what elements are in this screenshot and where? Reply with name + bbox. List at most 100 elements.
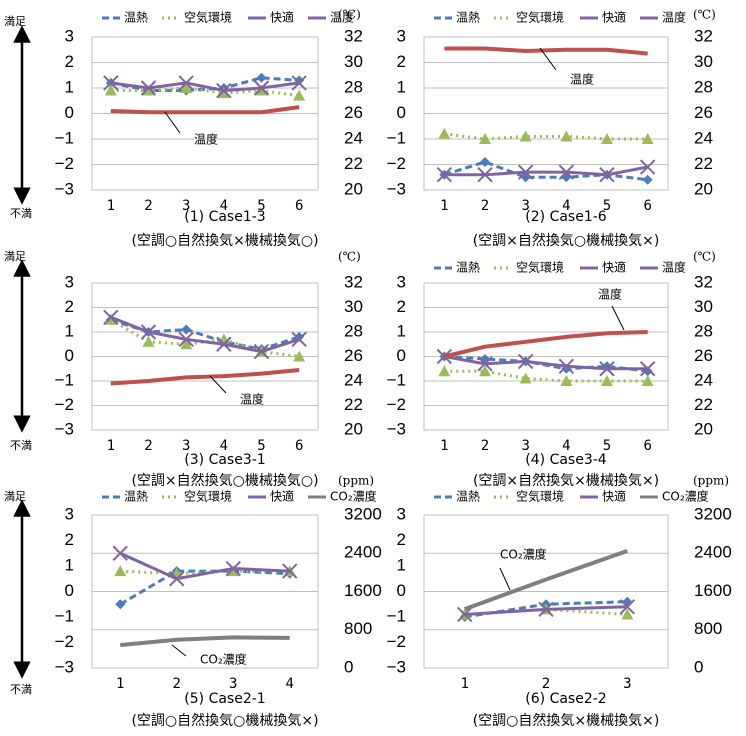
y2-tick-label: 32 [344, 272, 363, 291]
marker [558, 164, 575, 180]
x-tick-label: 1 [440, 198, 448, 214]
legend-label: 温度 [662, 10, 686, 25]
y-tick-label: −2 [55, 154, 74, 173]
y-tick-label: 2 [65, 52, 74, 71]
legend-label: 温熱 [456, 261, 480, 275]
y-tick-label: 0 [397, 103, 406, 122]
x-tick-label: 6 [295, 198, 303, 214]
plot-frame [423, 282, 669, 431]
x-tick-label: 3 [182, 198, 190, 214]
legend-label: 温度 [330, 10, 354, 25]
marker [142, 84, 155, 96]
x-tick-label: 1 [107, 198, 115, 214]
y2-tick-label: 20 [694, 419, 713, 438]
y2-tick-label: 3200 [344, 504, 382, 523]
annotation-leader [164, 111, 181, 134]
series-line [110, 315, 300, 354]
y-tick-label: −2 [387, 395, 406, 414]
side-label: 不満 [10, 207, 32, 220]
y2-tick-label: 2400 [344, 543, 382, 562]
legend-label: CO₂濃度 [330, 489, 377, 504]
legend-label: CO₂濃度 [662, 489, 709, 504]
y-tick-label: 2 [397, 297, 406, 316]
marker [436, 348, 453, 365]
series-line [444, 369, 648, 383]
y2-unit: (℃) [338, 8, 361, 22]
y2-unit: (℃) [693, 250, 716, 264]
marker [253, 80, 270, 96]
y2-tick-label: 28 [344, 321, 363, 340]
annotation-leader [539, 47, 557, 71]
legend-label: 空気環境 [516, 260, 564, 275]
y2-unit: (ppm) [693, 474, 729, 488]
y-tick-label: −3 [387, 419, 406, 438]
series-line [110, 76, 300, 93]
marker [639, 159, 656, 175]
y2-tick-label: 26 [344, 103, 363, 122]
y-tick-label: −1 [387, 606, 406, 625]
series-line [110, 81, 300, 93]
series-line [120, 635, 290, 648]
marker [181, 324, 192, 335]
y2-tick-label: 20 [344, 419, 363, 438]
marker [601, 375, 613, 386]
legend-label: 空気環境 [184, 489, 232, 504]
y2-tick-label: 20 [344, 179, 363, 198]
y2-tick-label: 26 [694, 346, 713, 365]
series-line [119, 551, 290, 581]
y-tick-label: 0 [65, 346, 74, 365]
y2-tick-label: 0 [344, 657, 353, 676]
series-line [110, 318, 300, 351]
marker [641, 375, 654, 386]
marker [291, 75, 307, 91]
series-line [110, 86, 300, 98]
y2-unit: (℃) [693, 8, 716, 22]
marker [291, 331, 307, 348]
y2-tick-label: 22 [344, 154, 363, 173]
marker [436, 166, 453, 183]
x-tick-label: 4 [562, 198, 570, 214]
marker [641, 133, 654, 144]
y2-tick-label: 26 [344, 346, 363, 365]
legend-label: 快適 [270, 489, 294, 504]
annotation: 温度 [194, 132, 218, 147]
y2-tick-label: 26 [694, 103, 713, 122]
x-tick-label: 2 [173, 676, 181, 692]
caption: (4) Case3-4 [525, 452, 607, 468]
caption: (5) Case2-1 [184, 691, 265, 707]
series-line [110, 367, 300, 386]
marker [619, 599, 636, 615]
y-tick-label: 3 [65, 504, 74, 523]
y-tick-label: −2 [387, 154, 406, 173]
legend-label: 温熱 [456, 490, 480, 504]
marker [621, 608, 634, 620]
legend-label: 温度 [662, 260, 686, 275]
y2-tick-label: 28 [694, 77, 713, 96]
marker [519, 130, 532, 142]
y-tick-label: 1 [65, 555, 74, 574]
y2-tick-label: 3200 [694, 504, 732, 523]
y2-tick-label: 24 [694, 128, 713, 147]
series-line [119, 569, 290, 606]
legend-label: 空気環境 [184, 10, 232, 25]
marker [217, 87, 230, 99]
marker [140, 324, 157, 340]
marker [438, 365, 451, 377]
subcaption: (空調○自然換気○機械換気×) [131, 712, 318, 729]
marker [180, 338, 193, 350]
plot-frame [423, 514, 669, 669]
y2-tick-label: 800 [694, 619, 722, 638]
x-tick-label: 1 [107, 438, 115, 454]
side-label: 満足 [4, 15, 26, 28]
y-tick-label: −1 [55, 128, 74, 147]
x-tick-label: 3 [521, 198, 529, 214]
marker [112, 545, 128, 561]
marker [293, 350, 306, 362]
series-line [444, 165, 648, 177]
side-label: 不満 [10, 683, 32, 696]
y-tick-label: 3 [397, 504, 406, 523]
marker [178, 331, 194, 348]
x-tick-label: 6 [643, 438, 651, 454]
chart: −3 −2 −1 0 1 2 3 20 22 24 26 28 30 32 (℃) 1 2 3 4 5 6 (1) Cas… [55, 8, 363, 250]
legend-label: 空気環境 [516, 489, 564, 504]
